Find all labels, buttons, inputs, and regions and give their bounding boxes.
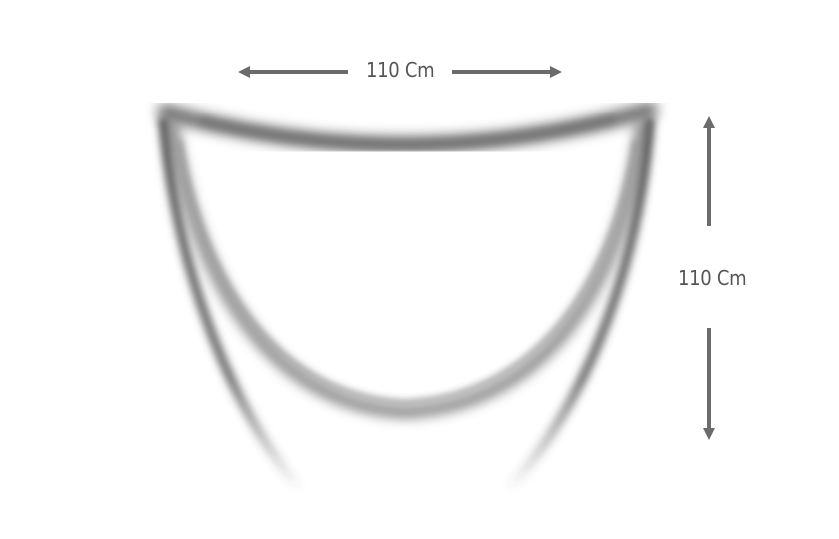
width-dimension-label: 110 Cm: [366, 58, 434, 82]
height-dimension-label: 110 Cm: [678, 266, 746, 290]
